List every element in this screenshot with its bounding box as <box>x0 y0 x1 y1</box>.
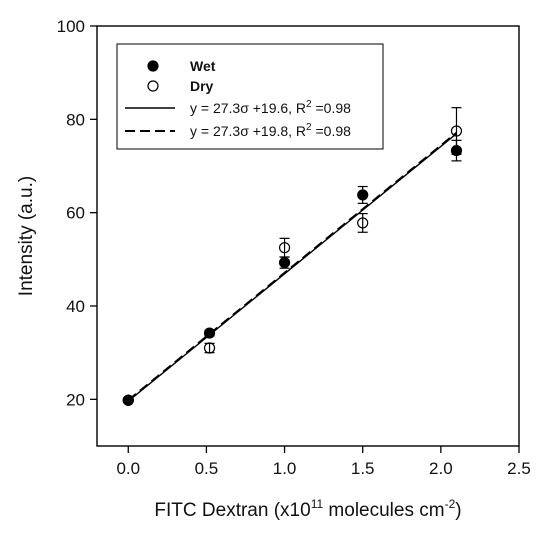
x-tick-label: 1.5 <box>351 459 375 478</box>
legend-dry-label: Dry <box>190 78 214 94</box>
y-tick-label: 80 <box>66 110 85 129</box>
data-points <box>122 125 463 406</box>
y-tick-label: 20 <box>66 390 85 409</box>
dry-point <box>203 342 216 354</box>
x-tick-label: 2.5 <box>507 459 531 478</box>
wet-point <box>278 257 291 269</box>
legend-dry-marker <box>147 80 159 92</box>
wet-point <box>450 145 463 157</box>
legend-fit-solid-label: y = 27.3σ +19.6, R2 =0.98 <box>190 99 351 116</box>
x-tick-label: 1.0 <box>273 459 297 478</box>
fit-line-dashed <box>127 131 458 402</box>
legend-wet-label: Wet <box>190 58 216 74</box>
x-tick-label: 2.0 <box>429 459 453 478</box>
legend: Wet Dry y = 27.3σ +19.6, R2 =0.98 y = 27… <box>116 43 384 150</box>
x-tick-label: 0.5 <box>195 459 219 478</box>
y-tick-label: 40 <box>66 297 85 316</box>
x-axis: 0.0 0.5 1.0 1.5 2.0 2.5 <box>116 446 531 478</box>
y-axis: 20 40 60 80 100 <box>57 17 97 409</box>
x-tick-label: 0.0 <box>116 459 140 478</box>
y-axis-title: Intensity (a.u.) <box>16 176 37 296</box>
x-axis-title: FITC Dextran (x1011 molecules cm-2) <box>154 497 461 521</box>
dry-point <box>450 125 463 137</box>
y-tick-label: 60 <box>66 204 85 223</box>
dry-point <box>357 217 369 229</box>
legend-fit-dashed-label: y = 27.3σ +19.8, R2 =0.98 <box>190 122 351 139</box>
wet-point <box>357 189 369 201</box>
wet-point <box>203 327 216 339</box>
dry-point <box>278 242 291 254</box>
legend-wet-marker <box>147 60 159 72</box>
plot-frame <box>96 25 520 447</box>
y-tick-label: 100 <box>57 17 85 36</box>
dry-point <box>122 394 134 406</box>
fit-lines <box>127 131 458 402</box>
